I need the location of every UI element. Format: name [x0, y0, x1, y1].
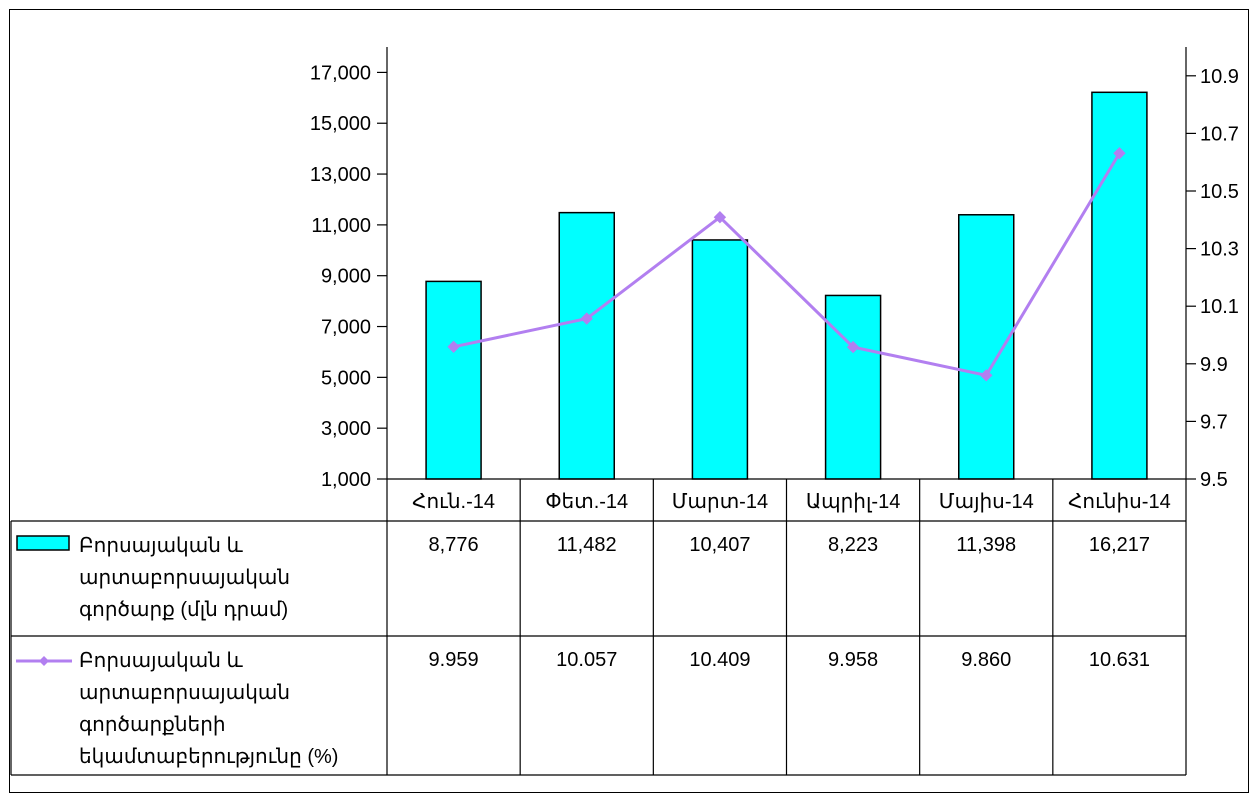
category-label-4: Ապրիլ-14 — [806, 491, 901, 513]
right-tick-label-7: 10.7 — [1200, 123, 1239, 145]
yield-point-5 — [980, 369, 993, 382]
yield-value-label-2: 10.057 — [556, 649, 617, 671]
legend-line-label-line-4: եկամտաբերությունը (%) — [79, 746, 338, 768]
legend-bar-label-line-3: գործարք (մլն դրամ) — [79, 599, 288, 621]
yield-value-label-5: 9.860 — [961, 649, 1011, 671]
yield-value-label-1: 9.959 — [429, 649, 479, 671]
yield-value-label-3: 10.409 — [689, 649, 750, 671]
bar-value-label-2: 11,482 — [557, 534, 617, 556]
category-label-5: Մայիս-14 — [939, 491, 1034, 513]
bar-value-label-4: 8,223 — [828, 534, 878, 556]
legend-bar-label-line-1: Բորսայական և — [79, 535, 243, 557]
right-tick-label-8: 10.9 — [1200, 66, 1239, 88]
bar-value-label-6: 16,217 — [1089, 534, 1150, 556]
left-tick-label-6: 11,000 — [311, 215, 371, 237]
right-tick-label-2: 9.7 — [1200, 411, 1228, 433]
right-tick-label-1: 9.5 — [1200, 469, 1228, 491]
right-tick-label-6: 10.5 — [1200, 181, 1239, 203]
category-label-2: Փետ.-14 — [545, 491, 628, 513]
yield-point-6 — [1113, 147, 1126, 160]
chart-frame — [9, 9, 1249, 793]
yield-value-label-4: 9.958 — [828, 649, 878, 671]
bar-1 — [425, 280, 482, 480]
bar-value-label-3: 10,407 — [689, 534, 750, 556]
yield-point-2 — [580, 312, 593, 325]
legend-line-marker — [39, 656, 49, 666]
bar-5 — [958, 214, 1015, 480]
left-tick-label-9: 17,000 — [310, 62, 371, 84]
bar-4 — [824, 294, 882, 480]
left-tick-label-3: 5,000 — [321, 367, 371, 389]
bar-value-label-1: 8,776 — [429, 534, 479, 556]
left-tick-label-7: 13,000 — [310, 164, 371, 186]
yield-value-label-6: 10.631 — [1089, 649, 1150, 671]
legend-line-label-line-1: Բորսայական և — [79, 650, 243, 672]
yield-point-1 — [447, 340, 460, 354]
legend-line-label-line-2: արտաբորսայական — [79, 682, 290, 704]
category-label-1: Հուն.-14 — [412, 491, 495, 513]
category-label-3: Մարտ-14 — [672, 491, 768, 513]
left-tick-label-8: 15,000 — [310, 113, 371, 135]
yield-point-3 — [713, 211, 727, 224]
yield-point-4 — [846, 340, 860, 354]
category-label-6: Հունիս-14 — [1068, 491, 1171, 513]
legend-bar-swatch — [16, 535, 70, 551]
legend-bar-label-line-2: արտաբորսայական — [79, 567, 290, 589]
left-tick-label-2: 3,000 — [321, 418, 371, 440]
left-tick-label-1: 1,000 — [321, 469, 371, 491]
right-tick-label-4: 10.1 — [1200, 296, 1239, 318]
right-tick-label-5: 10.3 — [1200, 239, 1239, 261]
bar-2 — [558, 211, 615, 480]
left-tick-label-5: 9,000 — [321, 266, 371, 288]
legend-line-label-line-3: գործարքների — [79, 714, 226, 736]
bar-3 — [691, 239, 749, 480]
left-tick-label-4: 7,000 — [321, 317, 371, 339]
right-tick-label-3: 9.9 — [1200, 354, 1228, 376]
bar-value-label-5: 11,398 — [956, 534, 1016, 556]
yield-line — [453, 152, 1121, 378]
